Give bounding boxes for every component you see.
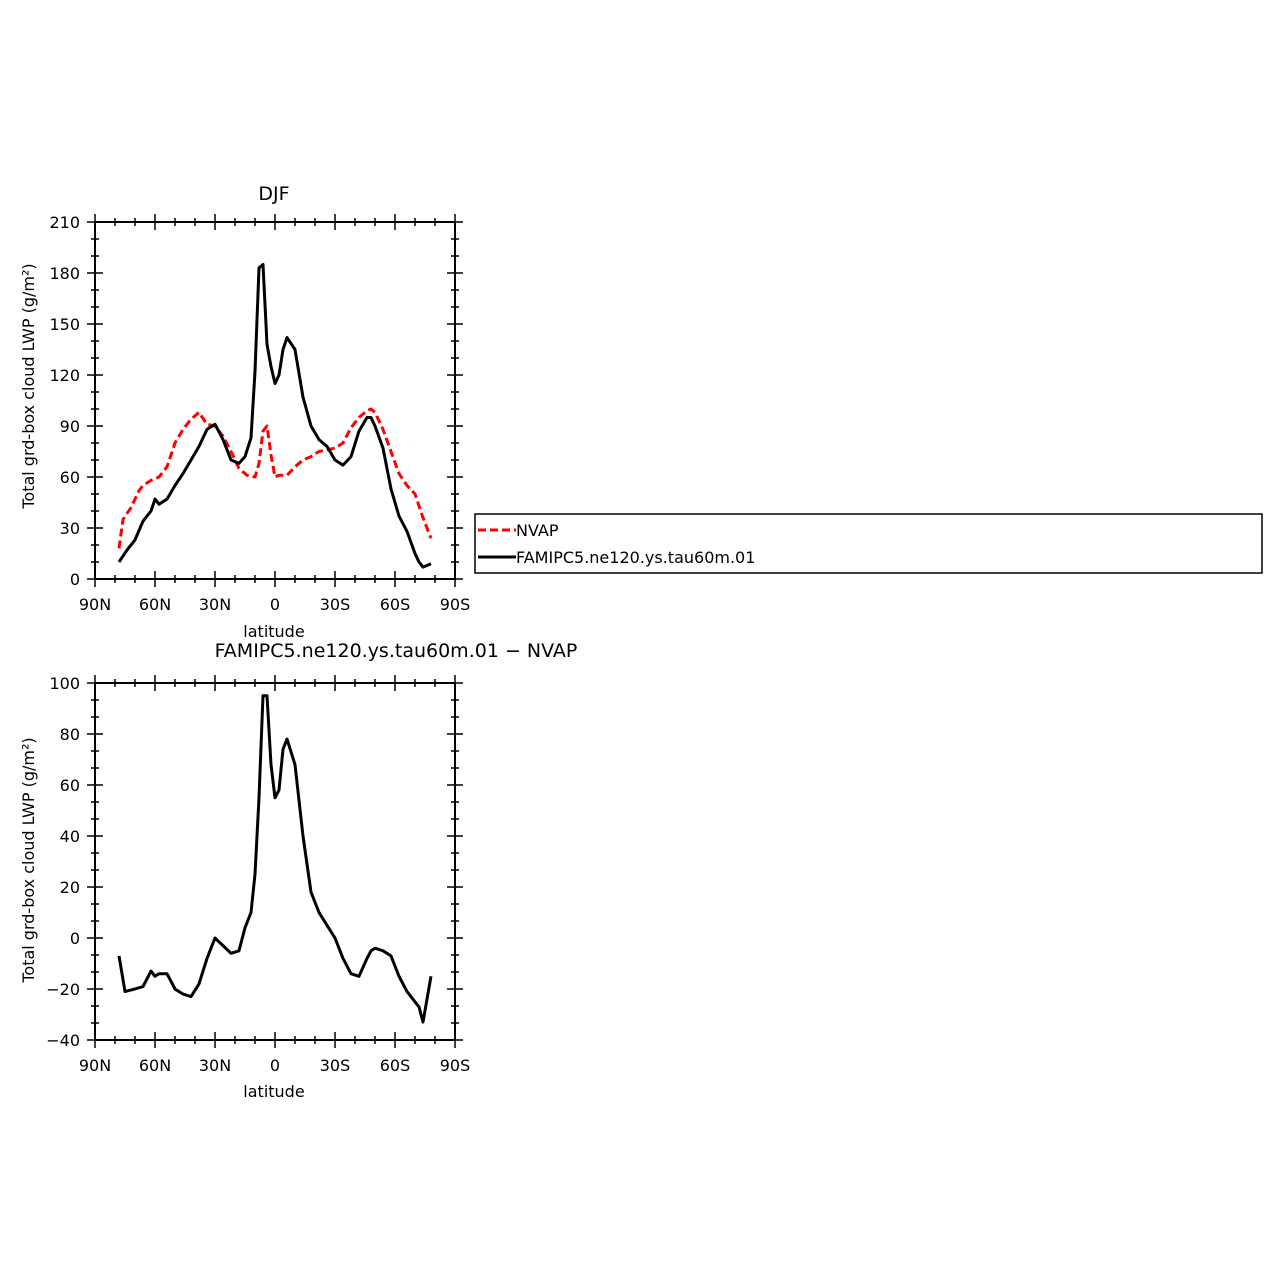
y-tick-label: 30 xyxy=(60,519,80,538)
x-axis-label: latitude xyxy=(243,622,304,641)
x-tick-label: 30N xyxy=(199,595,231,614)
y-tick-label: 210 xyxy=(49,213,80,232)
y-tick-label: −20 xyxy=(46,980,80,999)
x-tick-label: 30S xyxy=(320,1056,351,1075)
x-tick-label: 60S xyxy=(380,595,411,614)
legend: NVAP FAMIPC5.ne120.ys.tau60m.01 xyxy=(474,513,1263,574)
x-tick-label: 60S xyxy=(380,1056,411,1075)
x-tick-label: 30N xyxy=(199,1056,231,1075)
y-tick-label: 0 xyxy=(70,570,80,589)
y-axis-label: Total grd-box cloud LWP (g/m²) xyxy=(19,263,38,509)
y-axis-label: Total grd-box cloud LWP (g/m²) xyxy=(19,737,38,983)
x-tick-label: 90N xyxy=(79,595,111,614)
x-tick-label: 30S xyxy=(320,595,351,614)
y-tick-label: 60 xyxy=(60,468,80,487)
legend-label-nvap: NVAP xyxy=(516,521,559,540)
x-tick-label: 60N xyxy=(139,595,171,614)
x-tick-label: 90S xyxy=(440,1056,471,1075)
djf-panel: DJF 90N 60N 30N 0 30S 60S 90S 0 30 60 90 120 150 180 2… xyxy=(19,183,470,641)
x-tick-label: 90S xyxy=(440,595,471,614)
legend-label-model: FAMIPC5.ne120.ys.tau60m.01 xyxy=(516,548,755,567)
y-tick-label: 40 xyxy=(60,827,80,846)
y-tick-label: 120 xyxy=(49,366,80,385)
x-tick-label: 0 xyxy=(270,1056,280,1075)
x-tick-label: 0 xyxy=(270,595,280,614)
y-tick-label: −40 xyxy=(46,1031,80,1050)
difference-panel: FAMIPC5.ne120.ys.tau60m.01 − NVAP 90N 60N… xyxy=(19,640,577,1101)
x-axis-label: latitude xyxy=(243,1082,304,1101)
panel-title: FAMIPC5.ne120.ys.tau60m.01 − NVAP xyxy=(215,640,578,662)
x-tick-label: 90N xyxy=(79,1056,111,1075)
y-tick-label: 100 xyxy=(49,674,80,693)
y-tick-label: 0 xyxy=(70,929,80,948)
series-line-difference xyxy=(117,694,433,1024)
series-line-famipc5-ne120-ys-tau60m-01 xyxy=(117,263,432,569)
plot-area: 90N 60N 30N 0 30S 60S 90S 0 30 60 90 120 150 180 210 xyxy=(49,213,470,614)
y-tick-label: 150 xyxy=(49,315,80,334)
y-tick-label: 90 xyxy=(60,417,80,436)
axes-frame xyxy=(94,221,456,580)
legend-frame xyxy=(474,513,1263,574)
y-tick-label: 80 xyxy=(60,725,80,744)
axes-frame xyxy=(94,682,456,1041)
panel-title: DJF xyxy=(258,183,289,205)
y-tick-label: 20 xyxy=(60,878,80,897)
plot-area: 90N 60N 30N 0 30S 60S 90S −40 −20 0 20 40 60 80 100 xyxy=(46,674,470,1075)
y-tick-label: 60 xyxy=(60,776,80,795)
x-tick-label: 60N xyxy=(139,1056,171,1075)
series-line-nvap xyxy=(117,407,433,549)
y-tick-label: 180 xyxy=(49,264,80,283)
